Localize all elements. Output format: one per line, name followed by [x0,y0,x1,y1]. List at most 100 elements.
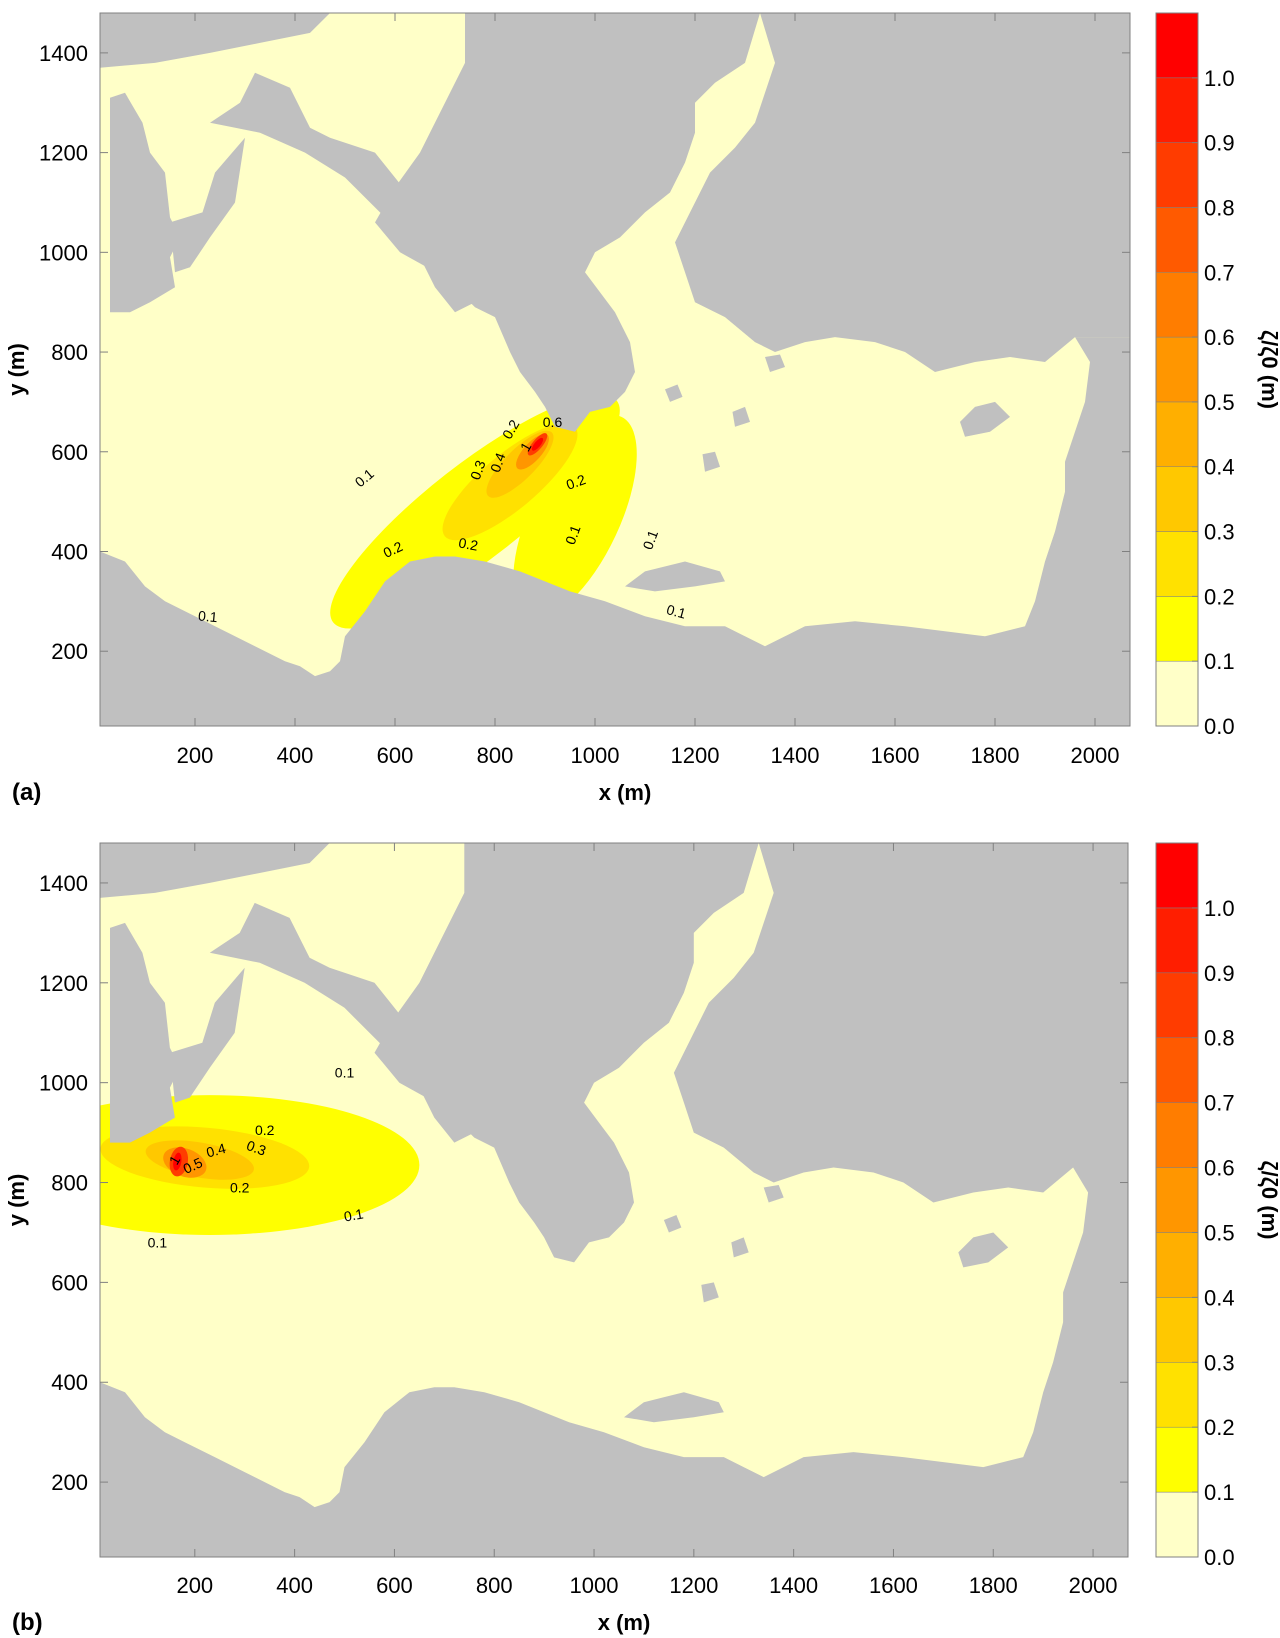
y-tick-label: 600 [51,440,88,465]
land-mass [701,1282,719,1303]
colorbar-tick-label: 0.7 [1204,260,1235,285]
colorbar-frame [1155,842,1199,1558]
colorbar-tick-label: 0.4 [1204,1285,1235,1310]
land-mass [731,1237,749,1258]
colorbar-swatch [1155,1362,1199,1428]
plot-frame [99,842,1129,1558]
x-tick-label: 2000 [1071,743,1120,768]
land-mass [765,354,785,372]
x-tick-label: 1400 [771,743,820,768]
x-tick-label: 1800 [969,1573,1018,1598]
colorbar-swatch [1155,596,1199,662]
land-mass [625,561,725,592]
x-tick-label: 600 [376,1573,413,1598]
colorbar-swatch [1155,1167,1199,1233]
contour-label: 0.4 [487,450,509,474]
x-tick-label: 600 [377,743,414,768]
land-mass [100,337,1130,726]
land-mass [170,137,245,273]
colorbar-tick-label: 0.4 [1204,455,1235,480]
colorbar-tick-label: 0.2 [1204,1415,1235,1440]
x-tick-label: 1000 [571,743,620,768]
contour-label: 0.6 [543,414,563,430]
x-axis-label: x (m) [599,780,652,805]
colorbar-swatch [1155,77,1199,143]
plot-area: 0.10.2 0.60.30.410.20.1 0.10.2 0.20.1 0.1 [100,13,1130,726]
panel-label: (b) [12,1609,43,1636]
colorbar-swatch [1155,1426,1199,1493]
contour-label: 0.2 [564,471,588,493]
contour-label: 0.1 [343,1205,365,1224]
colorbar-swatch [1155,272,1199,338]
colorbar-tick-label: 0.5 [1204,390,1235,415]
colorbar-swatch [1155,466,1199,532]
x-tick-label: 400 [277,743,314,768]
y-axis-label: y (m) [4,1174,29,1227]
x-tick-label: 1600 [869,1573,918,1598]
land-mass [169,967,245,1103]
contour-label: 0.1 [562,523,584,547]
colorbar: 0.0 0.1 0.2 0.3 0.4 0.5 0.6 0.7 0.8 0.9 1.0 ζ/ζ0 (m… [1155,12,1280,739]
x-tick-label: 1200 [669,1573,718,1598]
contour-label: 0.5 [180,1154,205,1177]
colorbar-tick-label: 1.0 [1204,896,1235,921]
contour-label: 0.1 [665,601,688,622]
land-mass [663,1215,682,1233]
colorbar-swatch [1155,907,1199,974]
colorbar-tick-label: 0.5 [1204,1220,1235,1245]
colorbar-tick-label: 0.0 [1204,714,1235,739]
colorbar: 0.0 0.1 0.2 0.3 0.4 0.5 0.6 0.7 0.8 0.9 1.0 ζ/ζ0 (m… [1155,842,1280,1570]
y-tick-label: 1400 [39,871,88,896]
colorbar-swatch [1155,142,1199,208]
contour-label: 0.1 [335,1065,355,1081]
land-mass [100,13,330,68]
x-tick-label: 2000 [1069,1573,1118,1598]
colorbar-tick-label: 0.6 [1204,1156,1235,1181]
land-mass [624,1392,724,1423]
y-tick-label: 1200 [39,141,88,166]
contour-label: 0.4 [205,1140,228,1161]
x-tick-label: 1600 [871,743,920,768]
chart-panel-a: 0.10.2 0.60.30.410.20.1 0.10.2 0.20.1 0.1200… [4,12,1280,806]
contour-label: 0.2 [230,1180,250,1196]
plot-frame [99,12,1131,727]
land-mass [675,13,1130,372]
colorbar-frame [1155,12,1199,727]
amplitude-band [531,437,544,451]
colorbar-swatch [1155,972,1199,1038]
y-tick-label: 400 [51,539,88,564]
x-tick-label: 200 [177,743,214,768]
colorbar-swatch [1155,1297,1199,1363]
colorbar-tick-label: 0.9 [1204,131,1235,156]
colorbar-swatch [1155,1037,1199,1103]
amplitude-band [513,415,637,619]
land-mass [210,72,475,313]
y-tick-label: 1200 [39,971,88,996]
x-tick-label: 800 [476,1573,513,1598]
contour-label: 0.1 [148,1234,168,1250]
land-mass [732,406,750,427]
colorbar-swatch [1155,1102,1199,1168]
colorbar-tick-label: 0.0 [1204,1545,1235,1570]
colorbar-swatch [1155,401,1199,467]
colorbar-tick-label: 0.1 [1204,1480,1235,1505]
colorbar-tick-label: 1.0 [1204,66,1235,91]
amplitude-band [173,1152,182,1171]
land-mass [958,1232,1009,1268]
land-mass [110,92,180,313]
panel-label: (a) [12,779,41,806]
land-mass [702,451,720,472]
y-axis-label: y (m) [4,343,29,396]
colorbar-swatch [1155,1232,1199,1298]
x-tick-label: 200 [176,1573,213,1598]
land-mass [329,843,759,1263]
chart-panel-b: 0.10.20.30.40.510.20.10.1200 400 600 800 100… [4,842,1280,1636]
x-tick-label: 400 [276,1573,313,1598]
x-tick-label: 1200 [671,743,720,768]
colorbar-tick-label: 0.3 [1204,1350,1235,1375]
colorbar-swatch [1155,531,1199,597]
x-tick-label: 800 [477,743,514,768]
y-tick-label: 1400 [39,41,88,66]
y-tick-label: 600 [51,1270,88,1295]
contour-label: 0.2 [457,535,479,554]
